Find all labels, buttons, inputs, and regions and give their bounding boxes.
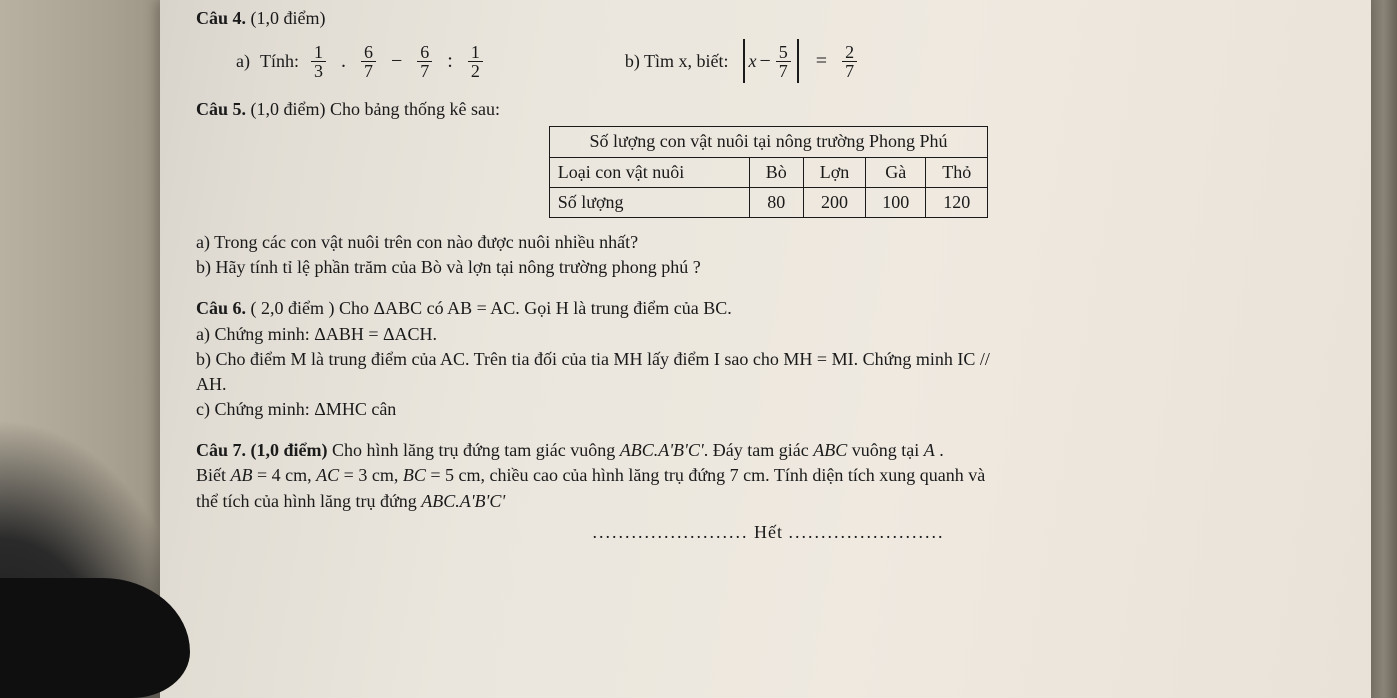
den: 7 — [776, 62, 791, 80]
q7-t1: Cho hình lăng trụ đứng tam giác vuông — [332, 440, 620, 460]
col-ga: Gà — [866, 157, 926, 187]
equals-op: = — [816, 47, 827, 75]
num: 5 — [776, 43, 791, 62]
ab: AB — [231, 465, 253, 485]
frac-5-7: 5 7 — [776, 43, 791, 80]
dots-right: ........................ — [789, 522, 945, 542]
q4-points: (1,0 điểm) — [251, 6, 326, 31]
q6a: a) Chứng minh: ΔABH = ΔACH. — [196, 322, 1341, 347]
q6-header: Câu 6. ( 2,0 điểm ) Cho ΔABC có AB = AC.… — [196, 296, 1341, 321]
frac-2-7: 2 7 — [842, 43, 857, 80]
frac-6-7b: 6 7 — [417, 43, 432, 80]
table-value-row: Số lượng 80 200 100 120 — [549, 187, 988, 217]
col-tho: Thỏ — [926, 157, 988, 187]
eq5: = 5 cm, chiều cao của hình lăng trụ đứng… — [426, 465, 985, 485]
var-x: x — [749, 49, 757, 74]
row2-label: Số lượng — [549, 187, 749, 217]
val-120: 120 — [926, 187, 988, 217]
col-lon: Lợn — [803, 157, 866, 187]
q4-part-a: a) Tính: 1 3 . 6 7 − 6 7 : 1 2 — [236, 43, 485, 80]
q4-math: a) Tính: 1 3 . 6 7 − 6 7 : 1 2 b) Tìm x — [236, 39, 1341, 83]
minus-op2: − — [760, 47, 771, 75]
col-bo: Bò — [749, 157, 803, 187]
q6b: b) Cho điểm M là trung điểm của AC. Trên… — [196, 347, 1341, 372]
q5-points: (1,0 điểm) — [251, 97, 326, 122]
den: 2 — [468, 62, 483, 80]
abs-bar-right — [797, 39, 799, 83]
frac-6-7a: 6 7 — [361, 43, 376, 80]
end-word: Hết — [749, 522, 789, 542]
eq3: = 3 cm, — [339, 465, 403, 485]
table-caption: Số lượng con vật nuôi tại nông trường Ph… — [549, 127, 988, 157]
q6c: c) Chứng minh: ΔMHC cân — [196, 397, 1341, 422]
val-80: 80 — [749, 187, 803, 217]
abs-expression: x − 5 7 — [739, 39, 803, 83]
abs-bar-left — [743, 39, 745, 83]
num: 6 — [361, 43, 376, 62]
eq4: = 4 cm, — [253, 465, 317, 485]
val-200: 200 — [803, 187, 866, 217]
q4a-word: Tính: — [260, 49, 299, 74]
q5-title: Câu 5. — [196, 97, 246, 122]
q6b2: AH. — [196, 372, 1341, 397]
q7-l3a: thể tích của hình lăng trụ đứng — [196, 491, 421, 511]
prism1: ABC.A'B'C' — [620, 440, 704, 460]
q6-points: ( 2,0 điểm ) — [251, 296, 335, 321]
dot-op: . — [341, 47, 346, 75]
q7-t1c: vuông tại — [847, 440, 924, 460]
q7-l2a: Biết — [196, 465, 231, 485]
edge-right — [1371, 0, 1397, 698]
abc: ABC — [813, 440, 847, 460]
frac-1-2: 1 2 — [468, 43, 483, 80]
row1-label: Loại con vật nuôi — [549, 157, 749, 187]
dots-left: ........................ — [593, 522, 749, 542]
num: 6 — [417, 43, 432, 62]
table-caption-row: Số lượng con vật nuôi tại nông trường Ph… — [549, 127, 988, 157]
den: 3 — [311, 62, 326, 80]
divide-op: : — [447, 47, 453, 75]
q7-line2: Biết AB = 4 cm, AC = 3 cm, BC = 5 cm, ch… — [196, 463, 1341, 488]
q5-prompt: Cho bảng thống kê sau: — [330, 97, 500, 122]
q7-title: Câu 7. — [196, 440, 246, 460]
q4-part-b: b) Tìm x, biết: x − 5 7 = 2 7 — [625, 39, 859, 83]
minus-op: − — [391, 47, 402, 75]
q7-points: (1,0 điểm) — [251, 440, 328, 460]
q5b: b) Hãy tính tỉ lệ phần trăm của Bò và lợ… — [196, 255, 1341, 280]
ac: AC — [316, 465, 339, 485]
q4-header: Câu 4. (1,0 điểm) — [196, 6, 1341, 31]
den: 7 — [417, 62, 432, 80]
q7-line3: thể tích của hình lăng trụ đứng ABC.A'B'… — [196, 489, 1341, 514]
den: 7 — [842, 62, 857, 80]
den: 7 — [361, 62, 376, 80]
end-line: ........................ Hết ...........… — [196, 520, 1341, 545]
frac-1-3: 1 3 — [311, 43, 326, 80]
val-100: 100 — [866, 187, 926, 217]
q7-t1d: . — [935, 440, 944, 460]
table-header-row: Loại con vật nuôi Bò Lợn Gà Thỏ — [549, 157, 988, 187]
exam-paper: Câu 4. (1,0 điểm) a) Tính: 1 3 . 6 7 − 6… — [160, 0, 1371, 698]
num: 2 — [842, 43, 857, 62]
prism2: ABC.A'B'C' — [421, 491, 505, 511]
q5a: a) Trong các con vật nuôi trên con nào đ… — [196, 230, 1341, 255]
q4a-label: a) — [236, 49, 250, 74]
q7-t1b: . Đáy tam giác — [704, 440, 813, 460]
stats-table: Số lượng con vật nuôi tại nông trường Ph… — [549, 126, 989, 218]
A: A — [924, 440, 935, 460]
q4-title: Câu 4. — [196, 6, 246, 31]
q6-prompt: Cho ΔABC có AB = AC. Gọi H là trung điểm… — [339, 296, 732, 321]
q7-line1: Câu 7. (1,0 điểm) Cho hình lăng trụ đứng… — [196, 438, 1341, 463]
num: 1 — [468, 43, 483, 62]
q5-header: Câu 5. (1,0 điểm) Cho bảng thống kê sau: — [196, 97, 1341, 122]
num: 1 — [311, 43, 326, 62]
q4b-label: b) Tìm x, biết: — [625, 49, 729, 74]
bc: BC — [403, 465, 426, 485]
q6-title: Câu 6. — [196, 296, 246, 321]
